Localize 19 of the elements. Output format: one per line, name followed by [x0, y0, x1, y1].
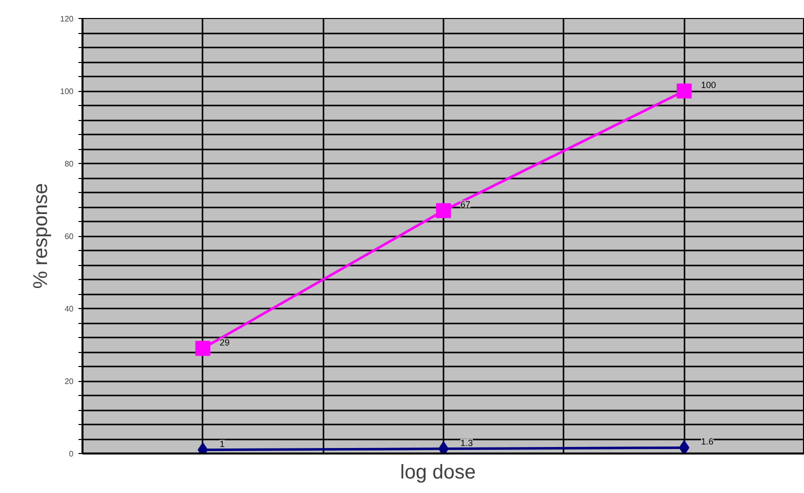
- data-label: 1.6: [701, 436, 714, 447]
- y-tick-label: 0: [69, 450, 74, 458]
- y-tick-label: 120: [60, 14, 74, 24]
- y-axis-title: % response: [30, 183, 52, 289]
- y-tick-label: 20: [64, 377, 74, 386]
- data-label: 100: [701, 80, 716, 90]
- data-label: 1: [220, 438, 225, 449]
- point: [195, 340, 210, 356]
- data-label: 29: [220, 337, 230, 348]
- y-tick-label: 100: [60, 87, 74, 96]
- y-tick-label: 80: [64, 160, 74, 168]
- y-tick-label: 40: [64, 304, 74, 314]
- x-axis-title: log dose: [400, 462, 476, 484]
- y-tick-label: 60: [64, 232, 74, 241]
- point: [436, 203, 451, 218]
- point: [679, 440, 690, 454]
- data-label: 67: [460, 200, 470, 210]
- data-label: 1.3: [460, 438, 473, 448]
- point: [676, 84, 692, 98]
